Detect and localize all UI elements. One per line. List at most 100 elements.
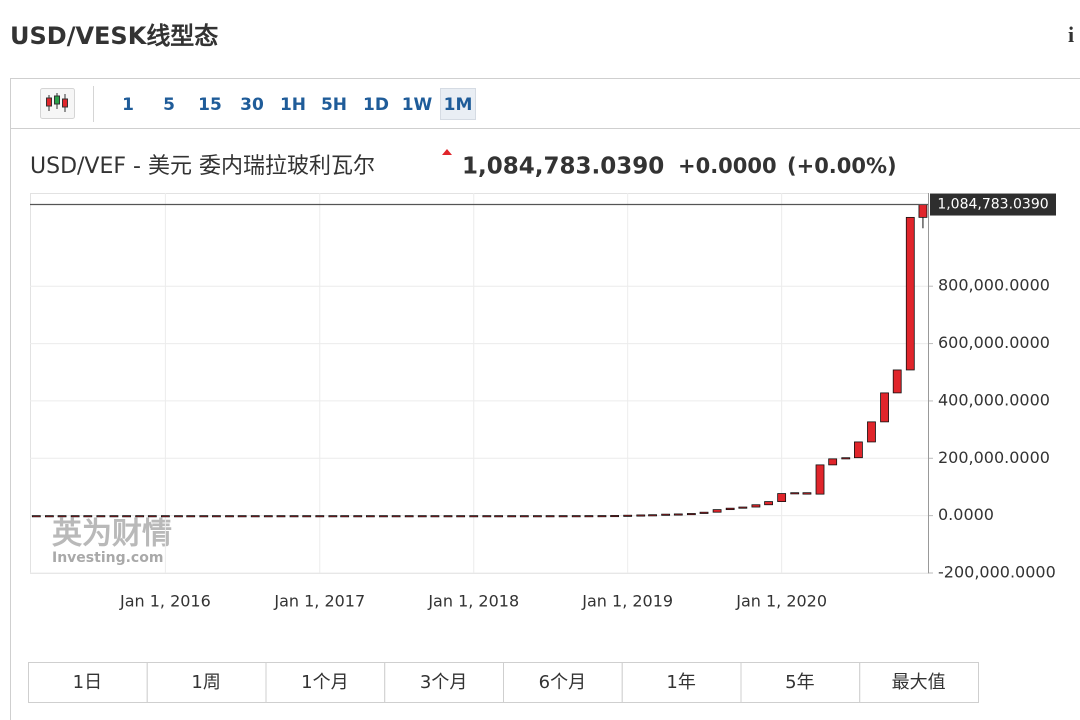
interval-label: 5H bbox=[321, 95, 347, 115]
candle-body bbox=[815, 464, 825, 495]
candle-body bbox=[892, 369, 902, 394]
candle-body bbox=[237, 515, 247, 518]
interval-label: 1D bbox=[363, 95, 389, 115]
candle-body bbox=[391, 515, 401, 518]
candle-body bbox=[507, 515, 517, 518]
candle-body bbox=[147, 515, 157, 518]
y-tick-label: 0.0000 bbox=[938, 505, 994, 524]
candle-body bbox=[880, 392, 889, 423]
candle-body bbox=[841, 457, 851, 460]
candle-body bbox=[276, 515, 286, 518]
candle-body bbox=[96, 515, 106, 518]
y-tick-label: 200,000.0000 bbox=[938, 448, 1050, 467]
candle-body bbox=[83, 515, 93, 518]
candle-body bbox=[135, 515, 145, 518]
y-tick-label: 800,000.0000 bbox=[938, 276, 1050, 295]
candle-body bbox=[289, 515, 299, 518]
interval-button[interactable]: 5H bbox=[321, 95, 347, 115]
range-button[interactable]: 最大值 bbox=[859, 662, 979, 703]
candle-body bbox=[686, 513, 696, 516]
interval-button[interactable]: 1H bbox=[280, 95, 306, 115]
icon-body bbox=[46, 97, 52, 107]
range-label: 1年 bbox=[666, 672, 695, 693]
range-bar: 1日 1周 1个月 3个月 6个月 1年 5年 最大值 bbox=[28, 662, 979, 703]
candle-body bbox=[673, 513, 683, 516]
candle-body bbox=[712, 509, 722, 513]
x-tick-label: Jan 1, 2020 bbox=[735, 592, 827, 611]
last-price-tag-label: 1,084,783.0390 bbox=[937, 197, 1048, 213]
candle-body bbox=[571, 515, 581, 518]
range-button[interactable]: 3个月 bbox=[384, 662, 504, 703]
icon-body bbox=[62, 98, 68, 108]
candle-body bbox=[443, 515, 453, 518]
candle-body bbox=[905, 216, 915, 371]
candle-body bbox=[648, 514, 657, 517]
panel bbox=[10, 78, 1080, 720]
candle-body bbox=[751, 504, 761, 508]
candle-body bbox=[199, 515, 209, 518]
interval-label: 30 bbox=[240, 95, 264, 115]
candle-body bbox=[777, 493, 787, 502]
interval-button[interactable]: 5 bbox=[163, 95, 175, 115]
interval-button[interactable]: 15 bbox=[198, 95, 222, 115]
candle-body bbox=[802, 492, 812, 495]
range-label: 6个月 bbox=[539, 672, 586, 693]
interval-label: 1M bbox=[444, 95, 473, 115]
range-button[interactable]: 1周 bbox=[146, 662, 267, 703]
candle-body bbox=[661, 513, 671, 516]
candle-body bbox=[160, 515, 170, 518]
interval-bar: 1 5 15 30 1H 5H 1D 1W 1M bbox=[122, 88, 476, 120]
candle-body bbox=[109, 515, 119, 518]
interval-button[interactable]: 30 bbox=[240, 95, 264, 115]
candle-body bbox=[764, 501, 773, 506]
interval-button[interactable]: 1 bbox=[122, 95, 134, 115]
x-tick-label: Jan 1, 2017 bbox=[273, 592, 365, 611]
interval-label: 1W bbox=[402, 95, 433, 115]
range-button[interactable]: 5年 bbox=[740, 662, 861, 703]
candle-type-button[interactable] bbox=[40, 88, 75, 119]
candle-body bbox=[430, 515, 440, 518]
range-button[interactable]: 1个月 bbox=[265, 662, 386, 703]
candle-body bbox=[263, 515, 273, 518]
candle-body bbox=[340, 515, 350, 518]
range-label: 5年 bbox=[785, 672, 814, 693]
candle-body bbox=[225, 515, 234, 518]
range-button[interactable]: 6个月 bbox=[503, 662, 623, 703]
range-label: 1个月 bbox=[301, 672, 348, 693]
candle-body bbox=[623, 514, 633, 517]
candle-body bbox=[699, 511, 709, 514]
range-frame bbox=[503, 662, 623, 703]
range-frame bbox=[146, 662, 267, 703]
interval-label: 5 bbox=[163, 95, 175, 115]
candle-body bbox=[738, 506, 748, 509]
y-tick-label: 600,000.0000 bbox=[938, 333, 1050, 352]
interval-button[interactable]: 1D bbox=[363, 95, 389, 115]
candle-body bbox=[417, 515, 427, 518]
range-label: 3个月 bbox=[420, 672, 467, 693]
candle-body bbox=[533, 515, 542, 518]
candle-body bbox=[45, 515, 54, 518]
candle-body bbox=[558, 515, 568, 518]
price-change: +0.0000 bbox=[678, 154, 777, 178]
interval-button[interactable]: 1W bbox=[402, 95, 433, 115]
range-button[interactable]: 1日 bbox=[28, 662, 148, 703]
range-button[interactable]: 1年 bbox=[621, 662, 742, 703]
candle-body bbox=[725, 507, 735, 511]
candle-body bbox=[584, 515, 594, 518]
candle-body bbox=[174, 515, 183, 518]
range-frame bbox=[859, 662, 979, 703]
candle-body bbox=[186, 515, 196, 518]
info-icon[interactable]: i bbox=[1068, 22, 1074, 47]
watermark-cn: 英为财情 bbox=[52, 517, 172, 552]
interval-button[interactable]: 1M bbox=[440, 88, 476, 120]
x-tick-label: Jan 1, 2016 bbox=[119, 592, 211, 611]
candle-body bbox=[456, 515, 466, 518]
interval-label: 15 bbox=[198, 95, 222, 115]
last-price: 1,084,783.0390 bbox=[462, 154, 664, 180]
candle-body bbox=[404, 515, 414, 518]
candle-body bbox=[379, 515, 388, 518]
range-frame bbox=[265, 662, 386, 703]
